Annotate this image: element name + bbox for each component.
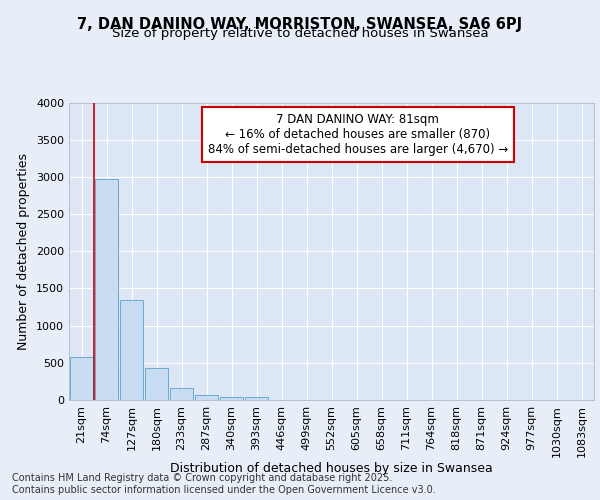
Bar <box>194 395 218 400</box>
Bar <box>220 396 244 400</box>
Bar <box>70 357 94 400</box>
Bar <box>245 398 268 400</box>
Text: 7, DAN DANINO WAY, MORRISTON, SWANSEA, SA6 6PJ: 7, DAN DANINO WAY, MORRISTON, SWANSEA, S… <box>77 18 523 32</box>
Text: Size of property relative to detached houses in Swansea: Size of property relative to detached ho… <box>112 28 488 40</box>
Bar <box>95 179 118 400</box>
Bar <box>145 368 169 400</box>
Y-axis label: Number of detached properties: Number of detached properties <box>17 153 31 350</box>
Bar <box>119 300 143 400</box>
X-axis label: Distribution of detached houses by size in Swansea: Distribution of detached houses by size … <box>170 462 493 475</box>
Text: Contains HM Land Registry data © Crown copyright and database right 2025.
Contai: Contains HM Land Registry data © Crown c… <box>12 474 436 495</box>
Bar <box>170 388 193 400</box>
Text: 7 DAN DANINO WAY: 81sqm
← 16% of detached houses are smaller (870)
84% of semi-d: 7 DAN DANINO WAY: 81sqm ← 16% of detache… <box>208 113 508 156</box>
